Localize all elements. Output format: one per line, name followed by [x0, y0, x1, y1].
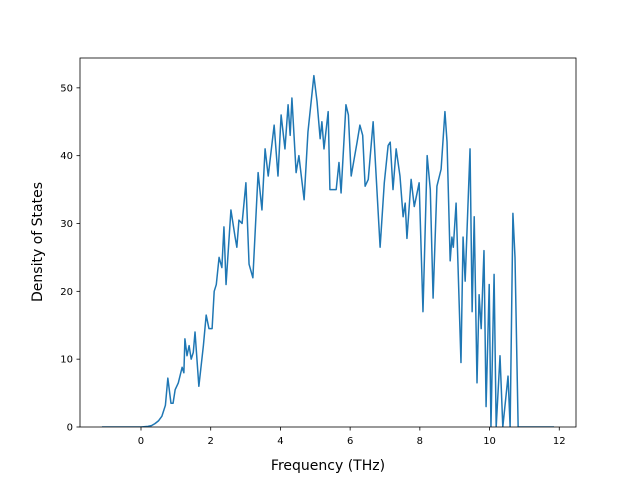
x-tick-label: 12	[553, 436, 566, 447]
x-tick-label: 2	[208, 436, 214, 447]
x-tick-label: 6	[347, 436, 353, 447]
x-tick-label: 0	[138, 436, 144, 447]
y-tick-label: 40	[60, 151, 73, 162]
y-tick-label: 30	[60, 219, 73, 230]
data-line	[101, 74, 555, 427]
x-axis-label: Frequency (THz)	[271, 458, 385, 474]
y-tick-label: 20	[60, 287, 73, 298]
y-axis-label: Density of States	[30, 182, 46, 302]
x-tick-label: 4	[277, 436, 283, 447]
y-tick-label: 50	[60, 83, 73, 94]
axes-frame	[79, 57, 577, 428]
y-tick-label: 10	[60, 355, 73, 366]
x-tick-label: 10	[483, 436, 496, 447]
y-tick-label: 0	[67, 423, 73, 434]
plot-area	[101, 74, 555, 427]
x-tick-label: 8	[417, 436, 423, 447]
